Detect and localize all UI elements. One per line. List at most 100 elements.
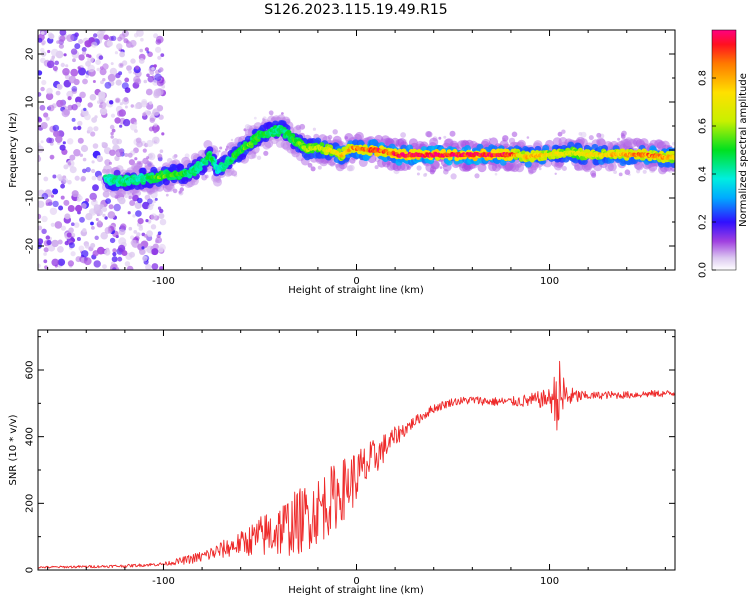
noise-speckle — [130, 235, 135, 240]
noise-speckle — [90, 221, 94, 226]
noise-speckle — [46, 239, 52, 246]
noise-speckle — [85, 74, 89, 79]
noise-speckle — [54, 221, 63, 229]
noise-speckle — [157, 246, 164, 253]
noise-speckle — [74, 43, 81, 50]
ridge-speckle — [270, 112, 274, 116]
noise-speckle — [57, 239, 63, 245]
ridge-speckle — [526, 136, 530, 139]
noise-speckle — [96, 246, 105, 255]
noise-speckle — [38, 213, 42, 220]
noise-speckle — [141, 246, 145, 250]
noise-speckle — [105, 198, 111, 205]
ridge-speckle — [219, 146, 223, 150]
noise-speckle — [104, 249, 111, 256]
noise-speckle — [59, 35, 66, 42]
noise-speckle — [157, 55, 162, 60]
ridge-speckle — [146, 156, 150, 160]
ridge-speckle — [511, 131, 518, 138]
colorbar-tick-label: 0.0 — [698, 262, 709, 278]
noise-speckle — [147, 152, 156, 161]
noise-speckle — [72, 58, 76, 63]
noise-speckle — [112, 138, 119, 146]
noise-speckle — [155, 88, 164, 96]
noise-speckle — [62, 68, 70, 76]
noise-speckle — [130, 104, 134, 108]
ridge-sample — [206, 146, 214, 154]
ridge-sample — [103, 164, 112, 174]
ridge-speckle — [332, 129, 338, 135]
noise-speckle — [114, 97, 121, 104]
noise-speckle — [87, 126, 93, 132]
noise-speckle — [140, 100, 148, 108]
ridge-speckle — [108, 161, 112, 165]
noise-speckle — [58, 205, 64, 211]
ridge-speckle — [425, 131, 432, 138]
colorbar: 0.0 0.2 0.4 0.6 0.8 Normalized spectral ampl… — [698, 29, 749, 278]
noise-speckle — [89, 209, 95, 215]
noise-speckle — [153, 33, 159, 39]
noise-speckle — [102, 264, 107, 269]
colorbar-ticks: 0.0 0.2 0.4 0.6 0.8 — [698, 70, 716, 278]
noise-speckle — [56, 83, 62, 89]
noise-speckle — [118, 228, 126, 236]
noise-speckle — [68, 227, 74, 233]
noise-speckle — [155, 69, 160, 75]
noise-speckle — [118, 244, 126, 252]
noise-speckle — [143, 79, 148, 84]
noise-speckle — [124, 105, 128, 109]
noise-speckle — [153, 122, 158, 127]
noise-speckle — [129, 200, 136, 206]
noise-speckle — [158, 114, 164, 120]
snr-ticks: -100 0 100 0 200 400 600 — [25, 330, 675, 587]
noise-speckle — [40, 122, 48, 129]
ridge-speckle — [621, 130, 627, 137]
noise-speckle — [139, 224, 143, 228]
noise-speckle — [85, 53, 90, 58]
noise-speckle — [91, 160, 95, 164]
noise-speckle — [60, 195, 65, 200]
ridge-sample — [477, 163, 487, 173]
noise-speckle — [70, 68, 79, 77]
ridge-speckle — [348, 164, 355, 172]
noise-speckle — [98, 55, 104, 60]
noise-speckle — [85, 167, 91, 173]
noise-speckle — [102, 78, 106, 82]
noise-speckle — [130, 44, 134, 48]
noise-speckle — [126, 265, 134, 270]
noise-speckle — [82, 51, 87, 56]
ridge-speckle — [204, 174, 209, 179]
noise-speckle — [97, 175, 103, 181]
noise-speckle — [55, 90, 61, 96]
noise-speckle — [79, 153, 84, 157]
noise-speckle — [111, 128, 116, 133]
noise-speckle — [69, 166, 77, 174]
noise-speckle — [129, 251, 135, 258]
noise-speckle — [117, 110, 124, 117]
noise-speckle — [45, 116, 50, 121]
noise-speckle — [77, 125, 82, 131]
noise-speckle — [84, 243, 90, 249]
noise-speckle — [145, 88, 153, 96]
noise-speckle — [69, 154, 76, 161]
noise-speckle — [59, 144, 66, 151]
noise-speckle — [146, 73, 150, 78]
ridge-speckle — [256, 155, 262, 160]
ridge-speckle — [474, 173, 480, 179]
noise-speckle — [41, 215, 48, 223]
noise-speckle — [104, 216, 108, 220]
noise-speckle — [158, 213, 165, 219]
noise-speckle — [85, 213, 93, 221]
noise-speckle — [74, 32, 79, 37]
ridge-speckle — [416, 172, 420, 176]
noise-speckle — [87, 64, 95, 73]
snr-ylabel: SNR (10 * v/v) — [8, 414, 19, 485]
noise-speckle — [142, 201, 150, 210]
noise-speckle — [127, 152, 133, 158]
noise-speckle — [66, 90, 74, 98]
noise-speckle — [123, 97, 129, 102]
noise-speckle — [106, 40, 113, 47]
noise-speckle — [116, 43, 123, 50]
noise-speckle — [59, 30, 67, 36]
snr-frame — [37, 329, 676, 571]
